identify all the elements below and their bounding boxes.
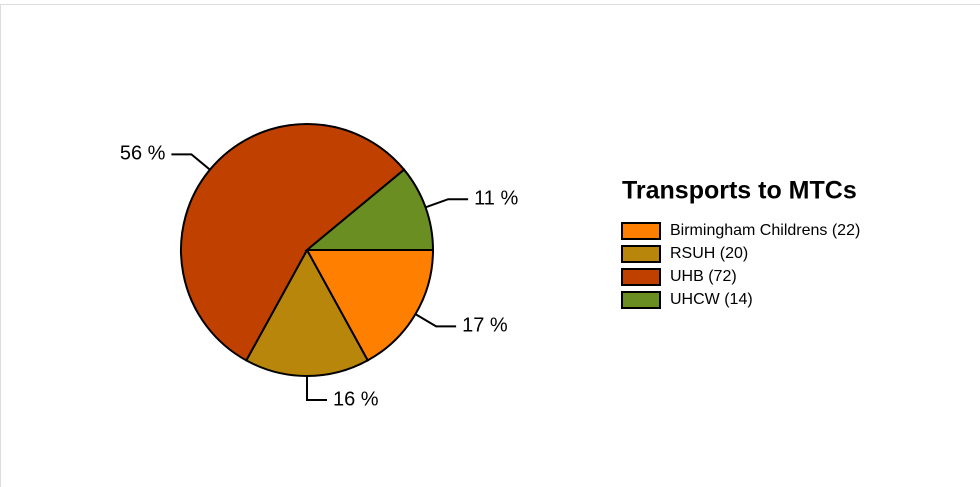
legend-swatch xyxy=(621,291,661,309)
legend-label: UHB (72) xyxy=(670,268,737,285)
legend-swatch xyxy=(621,222,661,240)
legend-swatch xyxy=(621,268,661,286)
legend-swatch xyxy=(621,245,661,263)
legend-label: UHCW (14) xyxy=(670,291,753,308)
leader-line xyxy=(171,153,211,171)
data-label: 56 % xyxy=(120,143,166,165)
chart-title: Transports to MTCs xyxy=(622,177,857,205)
data-label: 16 % xyxy=(333,388,379,410)
leader-line xyxy=(414,313,457,328)
data-label: 11 % xyxy=(474,187,518,209)
pie-slice xyxy=(304,168,435,251)
data-label: 17 % xyxy=(462,315,508,337)
pie-slice xyxy=(180,123,406,362)
legend-label: RSUH (20) xyxy=(670,245,748,262)
leader-line xyxy=(425,198,469,209)
pie-slice xyxy=(305,249,435,362)
leader-line xyxy=(306,376,327,401)
frame xyxy=(0,4,980,487)
legend-label: Birmingham Childrens (22) xyxy=(670,222,860,239)
